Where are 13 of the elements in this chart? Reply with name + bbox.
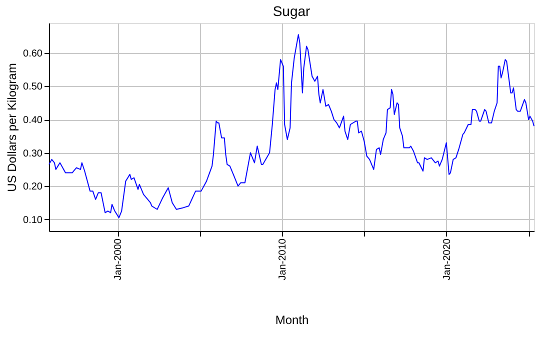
chart-title: Sugar (272, 3, 311, 19)
x-tick-label: Jan-2000 (113, 238, 124, 280)
y-tick-label: 0.60 (23, 48, 43, 60)
y-axis-title: US Dollars per Kilogram (5, 63, 20, 192)
y-tick-label: 0.50 (23, 82, 43, 93)
y-tick-label: 0.20 (23, 182, 43, 193)
y-tick-label: 0.40 (23, 115, 43, 126)
y-tick-label: 0.30 (23, 148, 43, 160)
x-axis-title: Month (275, 313, 309, 328)
line-series (48, 34, 534, 218)
x-tick-label: Jan-2020 (442, 238, 453, 280)
x-tick-label: Jan-2010 (277, 238, 288, 280)
y-tick-label: 0.10 (23, 214, 43, 226)
